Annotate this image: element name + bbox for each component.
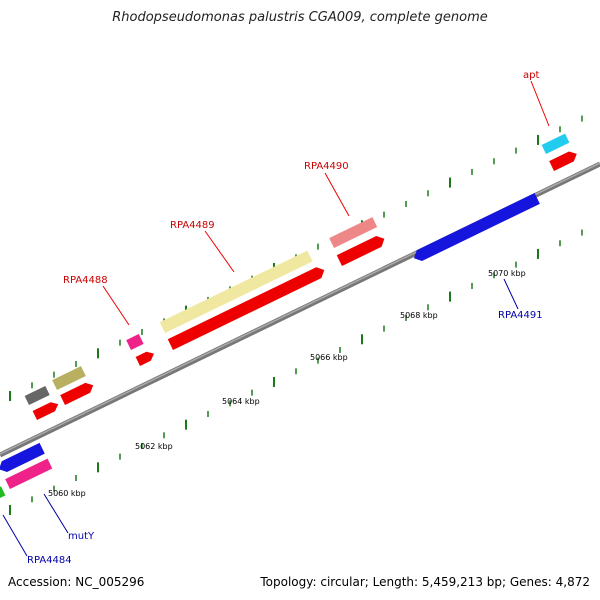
scale-label-5066: 5066 kbp	[310, 353, 348, 362]
cds-rpa4488[interactable]	[135, 349, 155, 366]
scale-label-5060: 5060 kbp	[48, 489, 86, 498]
gene-grey[interactable]	[24, 383, 50, 405]
gene-muty-blue[interactable]	[0, 440, 45, 472]
scale-label-5064: 5064 kbp	[222, 397, 260, 406]
gene-rpa4488[interactable]	[126, 331, 144, 350]
gene-label-apt[interactable]: apt	[523, 70, 539, 81]
label-connectors	[2, 80, 550, 557]
cds-a[interactable]	[60, 380, 94, 405]
gene-label-muty[interactable]: mutY	[68, 531, 95, 542]
connector-rpa4490	[324, 172, 350, 217]
scale-label-5062: 5062 kbp	[135, 442, 173, 451]
cds-rpa4490[interactable]	[336, 234, 385, 266]
connector-apt	[530, 80, 550, 127]
connector-rpa4488	[102, 285, 130, 326]
connector-rpa4484	[2, 514, 28, 557]
gene-label-rpa4488[interactable]: RPA4488	[63, 275, 108, 286]
gene-label-rpa4491[interactable]: RPA4491	[498, 310, 543, 321]
gene-muty[interactable]	[5, 456, 53, 489]
scale-label-5068: 5068 kbp	[400, 311, 438, 320]
gene-features	[0, 131, 577, 498]
map-title: Rhodopseudomonas palustris CGA009, compl…	[112, 10, 488, 25]
gene-label-rpa4489[interactable]: RPA4489	[170, 220, 215, 231]
gene-rpa4489[interactable]	[159, 248, 313, 333]
accession-text: Accession: NC_005296	[8, 575, 145, 589]
gene-rpa4491[interactable]	[413, 191, 540, 261]
gene-label-rpa4484[interactable]: RPA4484	[27, 555, 72, 566]
gene-rpa4490[interactable]	[329, 215, 378, 248]
cds-apt[interactable]	[549, 149, 577, 171]
connector-rpa4491	[503, 278, 519, 310]
cds-b[interactable]	[32, 400, 59, 420]
scale-label-5070: 5070 kbp	[488, 269, 526, 278]
gene-apt[interactable]	[541, 131, 570, 154]
gene-khaki[interactable]	[52, 364, 86, 390]
connector-muty	[43, 493, 69, 534]
gene-label-rpa4490[interactable]: RPA4490	[304, 161, 349, 172]
genome-summary-text: Topology: circular; Length: 5,459,213 bp…	[260, 575, 590, 589]
cds-rpa4489[interactable]	[167, 265, 325, 350]
gene-rpa4484[interactable]	[0, 484, 6, 498]
connector-rpa4489	[204, 230, 235, 273]
